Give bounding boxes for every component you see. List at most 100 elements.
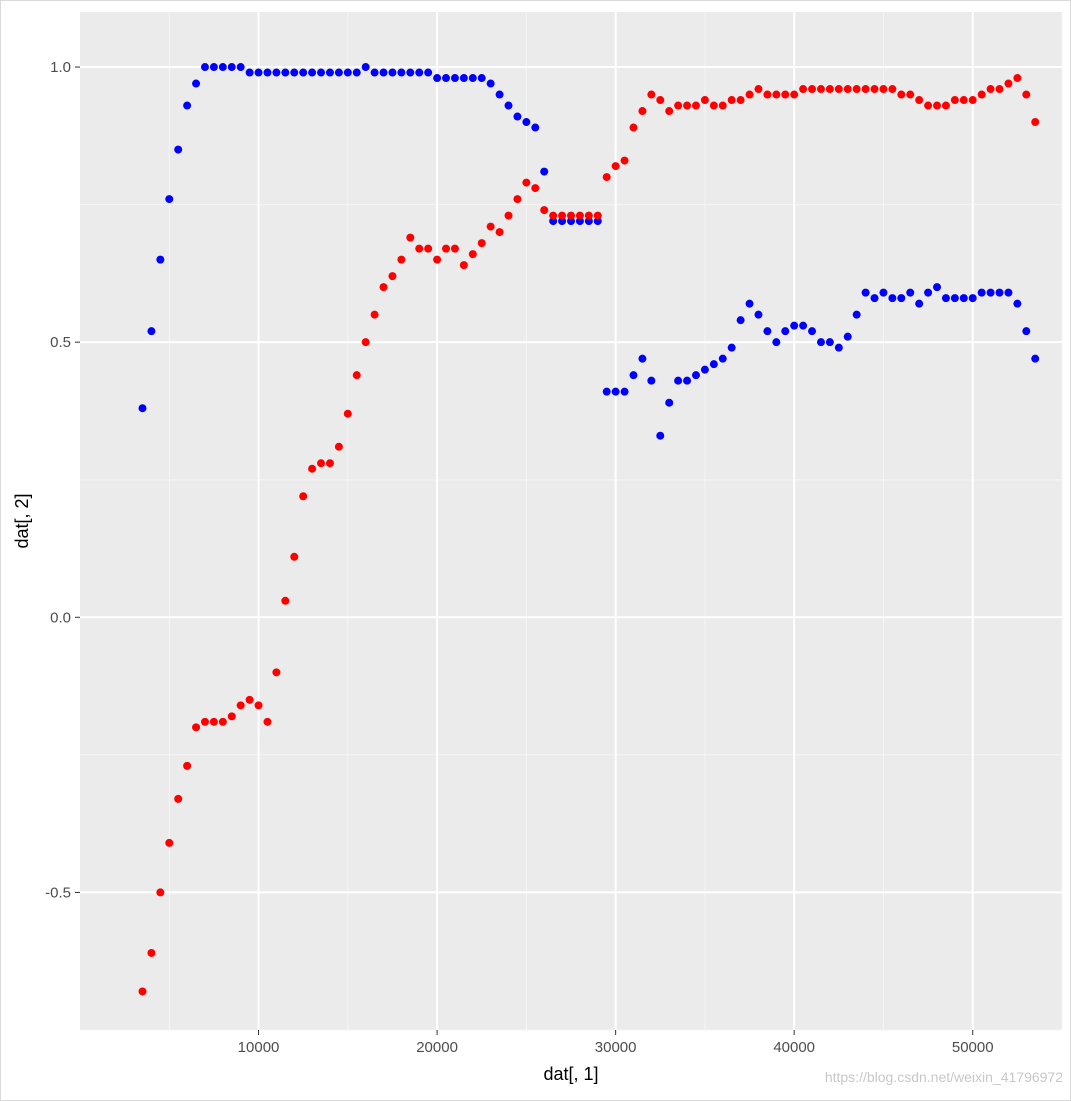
data-point-series-2 [549, 211, 558, 220]
data-point-series-1 [442, 74, 451, 83]
data-point-series-1 [736, 316, 745, 325]
data-point-series-1 [308, 68, 317, 77]
data-point-series-1 [567, 217, 575, 226]
data-point-series-2 [379, 283, 388, 292]
data-point-series-1 [504, 101, 513, 110]
data-point-series-2 [950, 96, 959, 105]
data-point-series-2 [174, 794, 183, 803]
data-point-series-2 [370, 310, 379, 319]
data-point-series-2 [808, 85, 817, 94]
data-point-series-2 [272, 668, 281, 677]
watermark: https://blog.csdn.net/weixin_41796972 [824, 1069, 1063, 1085]
data-point-series-1 [852, 310, 861, 319]
data-point-series-2 [334, 442, 343, 451]
data-point-series-2 [995, 85, 1004, 94]
data-point-series-1 [647, 376, 656, 385]
data-point-series-1 [950, 294, 959, 303]
data-point-series-2 [397, 255, 406, 264]
data-point-series-1 [977, 288, 986, 297]
data-point-series-1 [638, 354, 647, 363]
data-point-series-1 [727, 343, 736, 352]
data-point-series-1 [1031, 354, 1040, 363]
data-point-series-2 [799, 85, 808, 94]
data-point-series-2 [763, 90, 772, 99]
data-point-series-2 [1022, 90, 1031, 99]
data-point-series-1 [933, 283, 942, 292]
data-point-series-2 [343, 409, 352, 418]
data-point-series-1 [174, 145, 183, 154]
data-point-series-2 [897, 90, 906, 99]
x-tick-label: 10000 [238, 1039, 280, 1056]
data-point-series-1 [834, 343, 843, 352]
data-point-series-2 [495, 228, 504, 237]
y-axis-title: dat[, 2] [12, 493, 32, 548]
data-point-series-1 [218, 63, 227, 72]
data-point-series-2 [861, 85, 870, 94]
data-point-series-1 [486, 79, 495, 88]
data-point-series-2 [665, 107, 674, 116]
data-point-series-2 [638, 107, 647, 116]
x-tick-label: 50000 [952, 1039, 994, 1056]
data-point-series-1 [192, 79, 201, 88]
x-tick-label: 20000 [416, 1039, 458, 1056]
data-point-series-1 [352, 68, 361, 77]
data-point-series-2 [361, 338, 370, 347]
data-point-series-1 [915, 299, 924, 308]
data-point-series-2 [915, 96, 924, 105]
data-point-series-2 [522, 178, 531, 187]
y-tick-label: 0.5 [50, 334, 71, 351]
data-point-series-2 [1031, 118, 1040, 127]
data-point-series-1 [138, 404, 147, 413]
data-point-series-2 [745, 90, 754, 99]
data-point-series-2 [227, 712, 236, 721]
x-axis-title: dat[, 1] [543, 1064, 598, 1084]
data-point-series-2 [977, 90, 986, 99]
data-point-series-1 [924, 288, 933, 297]
data-point-series-2 [290, 552, 299, 561]
data-point-series-2 [183, 761, 192, 770]
data-point-series-1 [531, 123, 540, 132]
data-point-series-1 [200, 63, 209, 72]
data-point-series-2 [941, 101, 950, 110]
data-point-series-2 [138, 987, 147, 996]
data-point-series-1 [897, 294, 906, 303]
data-point-series-1 [558, 217, 567, 226]
data-point-series-1 [593, 217, 602, 226]
data-point-series-2 [674, 101, 683, 110]
data-point-series-1 [691, 371, 700, 380]
data-point-series-1 [968, 294, 977, 303]
data-point-series-1 [584, 217, 593, 226]
data-point-series-2 [513, 195, 522, 204]
data-point-series-2 [442, 244, 451, 253]
data-point-series-2 [843, 85, 852, 94]
data-point-series-1 [281, 68, 290, 77]
data-point-series-2 [236, 701, 245, 710]
data-point-series-1 [415, 68, 424, 77]
data-point-series-2 [772, 90, 781, 99]
data-point-series-1 [879, 288, 888, 297]
data-point-series-1 [317, 68, 326, 77]
data-point-series-1 [808, 327, 817, 336]
data-point-series-2 [281, 596, 290, 605]
data-point-series-1 [709, 360, 718, 369]
data-point-series-1 [843, 332, 852, 341]
data-point-series-1 [165, 195, 174, 204]
data-point-series-1 [959, 294, 968, 303]
plot-panel [80, 12, 1062, 1030]
data-point-series-1 [236, 63, 245, 72]
data-point-series-2 [406, 233, 415, 242]
data-point-series-1 [513, 112, 522, 121]
data-point-series-2 [433, 255, 442, 264]
data-point-series-2 [959, 96, 968, 105]
data-point-series-2 [629, 123, 638, 132]
data-point-series-2 [709, 101, 718, 110]
data-point-series-1 [361, 63, 370, 72]
data-point-series-2 [486, 222, 495, 231]
data-point-series-2 [656, 96, 665, 105]
data-point-series-2 [906, 90, 915, 99]
data-point-series-2 [147, 948, 156, 957]
data-point-series-2 [727, 96, 736, 105]
data-point-series-2 [299, 492, 308, 501]
data-point-series-2 [209, 717, 218, 726]
